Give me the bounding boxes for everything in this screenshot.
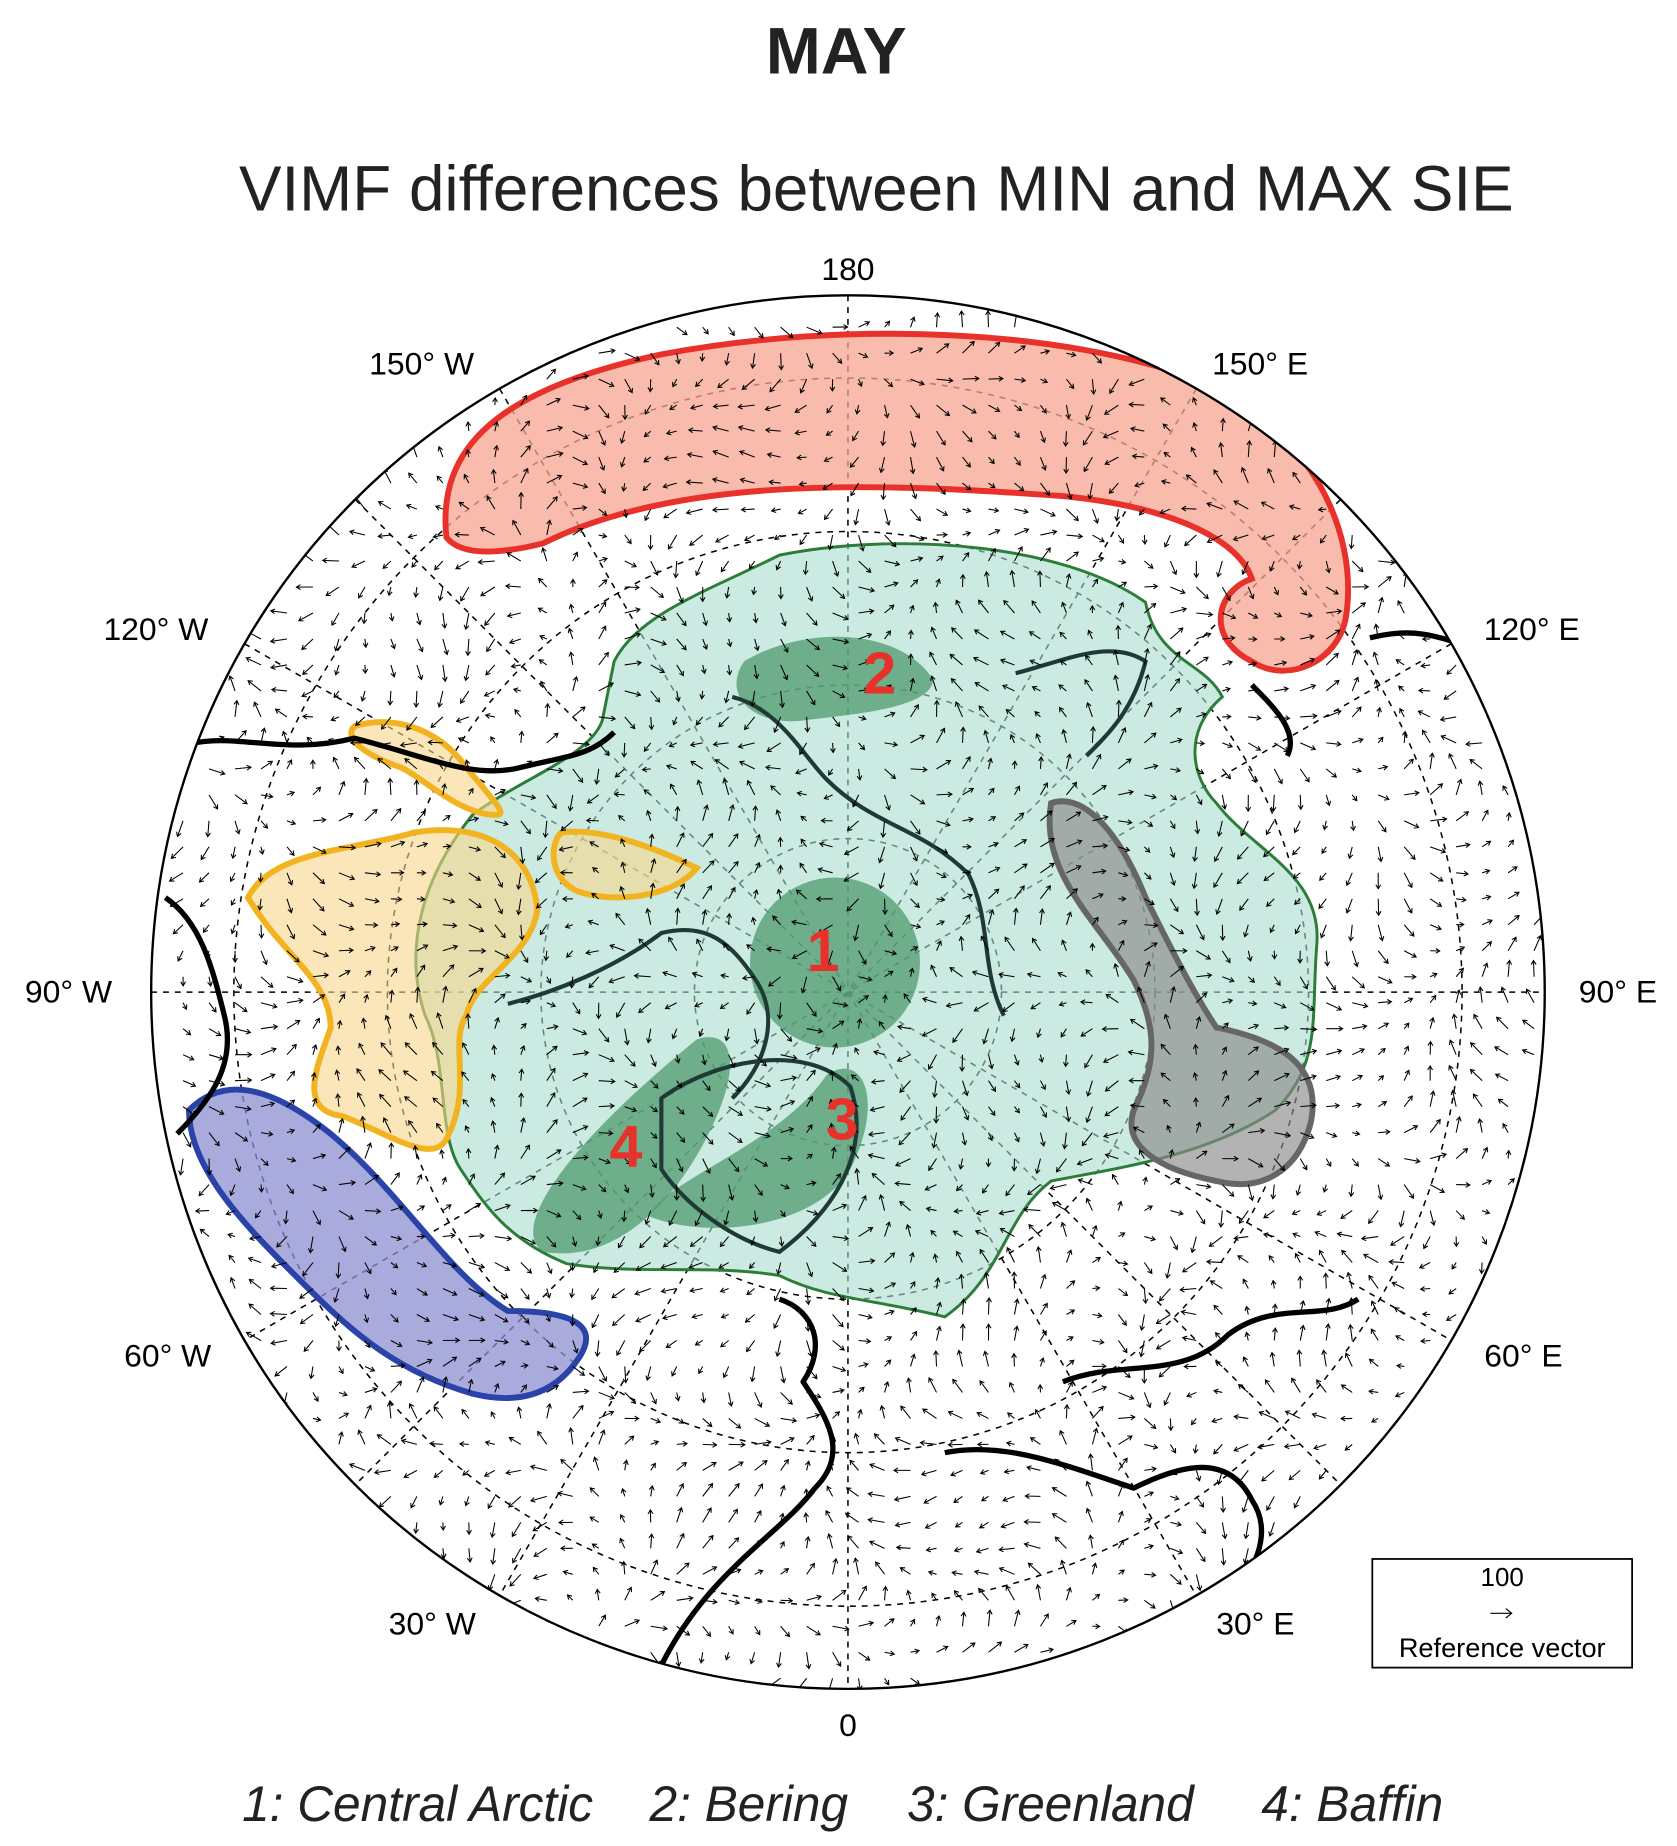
legend-entry: 1: Central Arctic <box>242 1776 593 1832</box>
lon-label: 90° E <box>1579 974 1657 1010</box>
region-number: 3 <box>826 1087 859 1153</box>
region-number: 2 <box>863 640 896 706</box>
legend: 1: Central Arctic 2: Bering 3: Greenland… <box>242 1776 1443 1832</box>
region-numbers: 1 2 3 4 <box>610 640 897 1180</box>
lon-label: 60° W <box>124 1337 211 1373</box>
lon-label: 150° W <box>369 345 474 381</box>
map-disk <box>151 295 1545 1689</box>
reference-vector-box: 100 Reference vector <box>1371 1558 1634 1669</box>
title: MAY <box>766 14 907 88</box>
lon-label: 0 <box>839 1707 857 1743</box>
lon-label: 30° E <box>1216 1606 1294 1642</box>
region-number: 4 <box>610 1114 643 1180</box>
region-number: 1 <box>807 918 840 984</box>
longitude-labels: 180 150° W 150° E 120° W 120° E 90° W 90… <box>25 251 1657 1743</box>
subtitle: VIMF differences between MIN and MAX SIE <box>239 152 1514 224</box>
reference-label: Reference vector <box>1399 1632 1606 1663</box>
core-regions <box>533 636 933 1254</box>
reference-arrow <box>1490 1608 1513 1619</box>
lon-label: 30° W <box>389 1606 476 1642</box>
legend-entry: 2: Bering <box>649 1776 849 1832</box>
vector-field <box>168 309 1545 1689</box>
lon-label: 150° E <box>1212 345 1308 381</box>
lon-label: 180 <box>821 251 874 287</box>
map-boundary <box>149 294 1546 1691</box>
legend-entry: 3: Greenland <box>907 1776 1195 1832</box>
legend-entry: 4: Baffin <box>1261 1776 1443 1832</box>
region-red <box>442 330 1352 674</box>
lon-label: 60° E <box>1484 1337 1562 1373</box>
lon-label: 90° W <box>25 974 112 1010</box>
reference-value: 100 <box>1481 1562 1524 1592</box>
region-gray <box>1046 798 1316 1188</box>
lon-label: 120° E <box>1484 611 1580 647</box>
region-blue <box>186 1086 589 1402</box>
lon-label: 120° W <box>103 611 208 647</box>
